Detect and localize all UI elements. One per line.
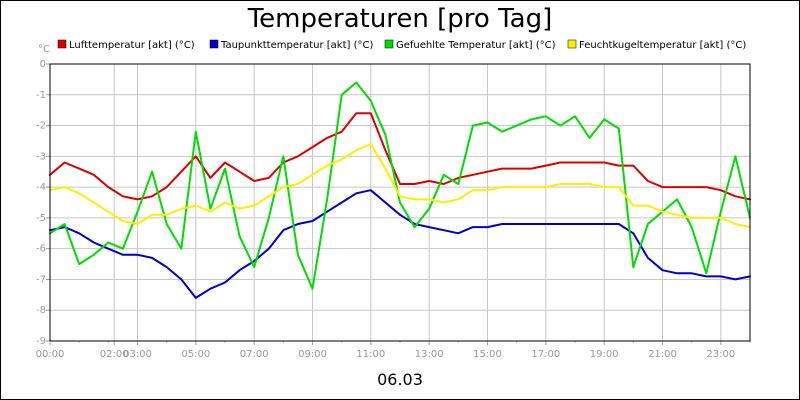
y-tick-label: -9	[36, 336, 46, 347]
legend: Lufttemperatur [akt] (°C) Taupunkttempera…	[57, 39, 746, 51]
x-tick-label: 17:00	[531, 349, 560, 360]
series-line-3	[49, 81, 751, 290]
series-line-2	[49, 189, 751, 299]
legend-swatch-2	[209, 39, 219, 49]
x-tick-label: 09:00	[298, 349, 327, 360]
series-layer	[49, 81, 751, 299]
y-tick-label: -8	[36, 305, 46, 316]
x-tick-label: 02:00	[100, 349, 129, 360]
x-tick-label: 13:00	[415, 349, 444, 360]
y-axis-unit: °C	[38, 44, 50, 55]
series-line-4	[49, 143, 751, 229]
series-line-1	[49, 112, 751, 201]
legend-label-3: Gefuehlte Temperatur [akt] (°C)	[396, 40, 556, 51]
x-tick-label: 15:00	[473, 349, 502, 360]
plot-border	[49, 63, 751, 342]
legend-label-4: Feuchtkugeltemperatur [akt] (°C)	[579, 40, 746, 51]
y-tick-label: -6	[36, 244, 46, 255]
x-tick-label: 00:00	[36, 349, 65, 360]
legend-label-2: Taupunkttemperatur [akt] (°C)	[220, 40, 373, 51]
chart-title: Temperaturen [pro Tag]	[247, 4, 553, 34]
y-tick-label: -1	[36, 90, 46, 101]
x-tick-label: 03:00	[123, 349, 152, 360]
y-tick-label: 0	[40, 59, 46, 70]
x-tick-label: 19:00	[590, 349, 619, 360]
y-tick-label: -7	[36, 274, 46, 285]
legend-swatch-4	[567, 39, 577, 49]
x-tick-label: 11:00	[356, 349, 385, 360]
x-tick-label: 07:00	[240, 349, 269, 360]
legend-label-1: Lufttemperatur [akt] (°C)	[69, 40, 195, 51]
x-tick-label: 23:00	[706, 349, 735, 360]
y-tick-label: -3	[36, 151, 46, 162]
legend-swatch-1	[57, 39, 67, 49]
y-tick-label: -4	[36, 182, 46, 193]
y-tick-label: -5	[36, 213, 46, 224]
legend-swatch-3	[384, 39, 394, 49]
date-label: 06.03	[377, 370, 423, 389]
x-tick-label: 05:00	[181, 349, 210, 360]
x-tick-label: 21:00	[648, 349, 677, 360]
y-tick-label: -2	[36, 121, 46, 132]
y-axis-ticks: 0 -1 -2 -3 -4 -5 -6 -7 -8 -9	[36, 59, 50, 347]
